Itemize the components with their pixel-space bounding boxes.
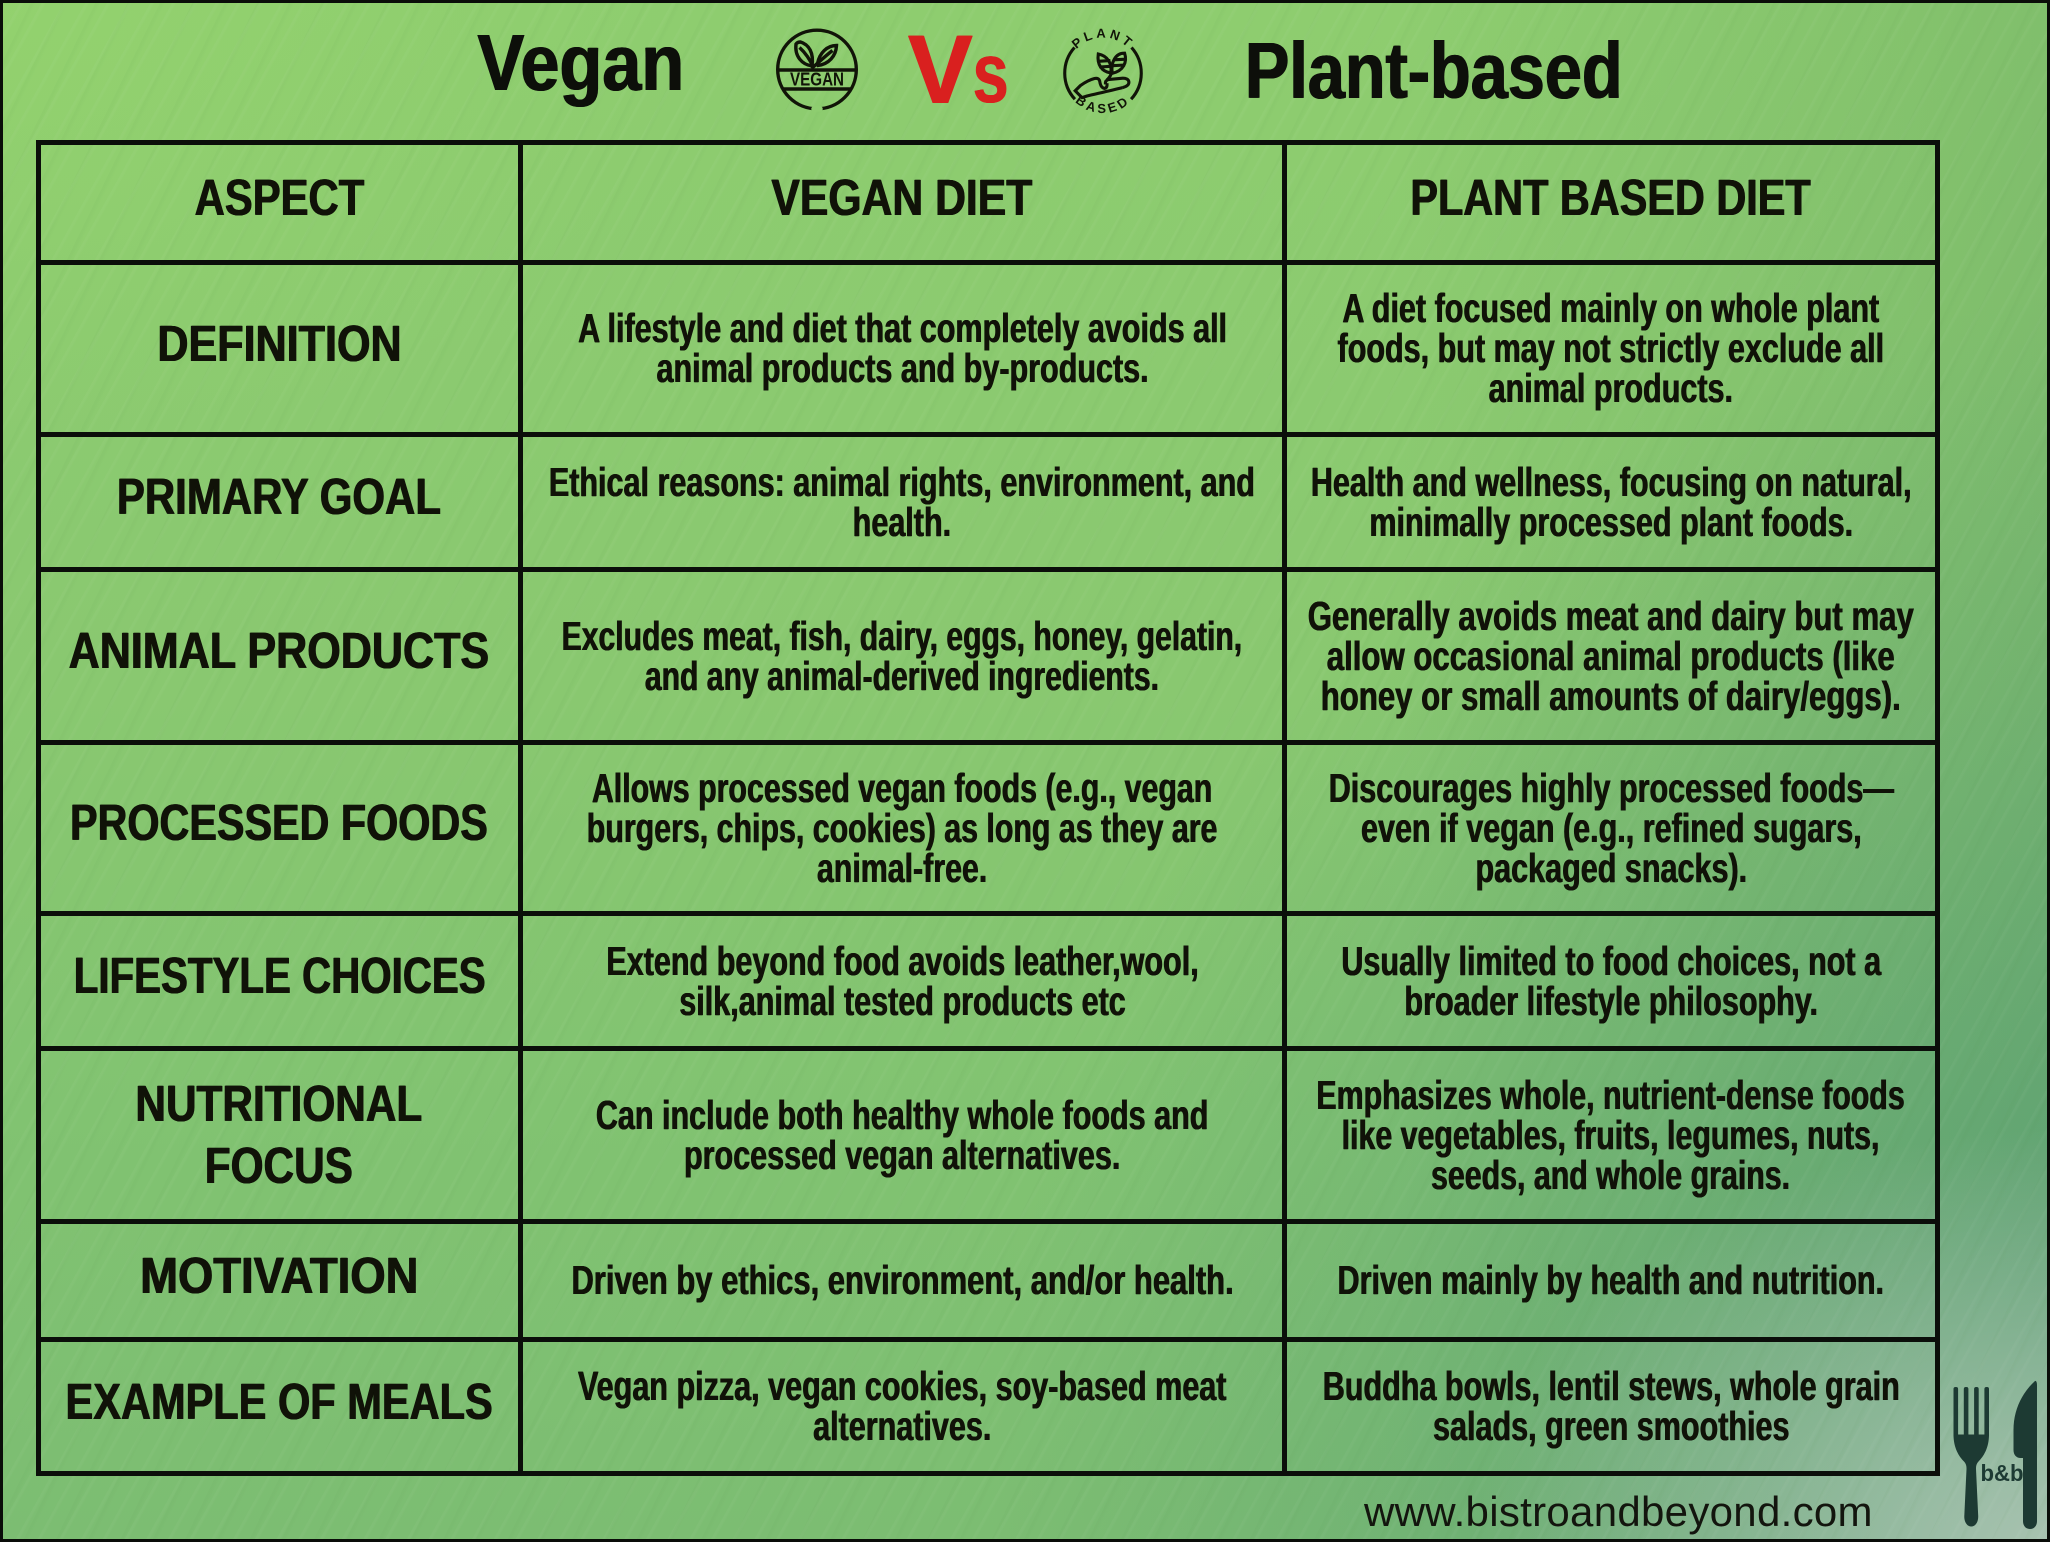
svg-text:BASED: BASED — [1073, 92, 1133, 116]
svg-text:b&b: b&b — [1981, 1460, 2024, 1486]
svg-text:VEGAN: VEGAN — [790, 70, 844, 90]
svg-text:PLANT: PLANT — [1069, 26, 1138, 52]
